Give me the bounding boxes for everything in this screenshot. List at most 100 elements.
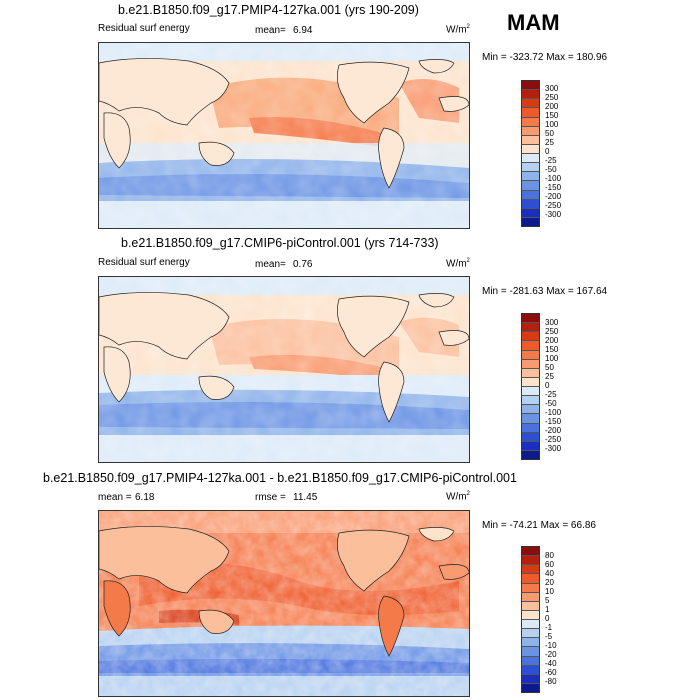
panel1-cbar-label-1: 250 [545,93,559,102]
panel2-cbar-label-3: 150 [545,345,559,354]
panel2-colorbar-cell [521,395,540,405]
panel3-cbar-label-10: -10 [545,641,557,650]
panel2-cbar-label-10: -100 [545,408,562,417]
panel2-map-svg [99,277,469,462]
panel3-cbar-label-3: 20 [545,578,554,587]
panel2-cbar-label-1: 250 [545,327,559,336]
panel3-colorbar [521,546,540,693]
panel3-colorbar-cell [521,682,540,693]
season-label: MAM [507,10,560,35]
panel2-colorbar-cell [521,440,540,451]
panel1-colorbar-cell [521,180,540,190]
panel1-land-north-america [337,61,410,124]
panel1-colorbar-cell [521,134,540,145]
panel3-map [98,510,470,697]
panel1-land [99,58,469,189]
panel3-land-eurasia [99,526,230,594]
panel3-colorbar-cell [521,637,540,647]
panel1-colorbar-cell [521,107,540,117]
panel3-mean-label: mean = [98,492,132,503]
panel3-colorbar-cell [521,582,540,593]
panel1-map-svg [99,43,469,228]
panel1-cbar-label-13: -250 [545,201,562,210]
panel1-cbar-label-7: 0 [545,147,550,156]
panel3-rmse-value: 11.45 [293,492,318,503]
panel2-cbar-label-2: 200 [545,336,559,345]
panel1-land-eurasia [99,58,230,126]
panel2-land-australia [198,375,235,400]
panel3-colorbar-cell [521,555,540,565]
panel2-mean-value: 0.76 [293,259,313,270]
panel2-land-south-america [378,361,405,423]
panel2-mean-label: mean= [255,259,286,270]
panel1-cbar-label-8: -25 [545,156,557,165]
panel3-map-svg [99,511,469,696]
panel1-land-greenland [418,59,455,74]
panel2-colorbar-cell [521,376,540,387]
panel3-colorbar-cell [521,609,540,620]
panel3-colorbar-cell [521,655,540,666]
panel3-colorbar-cell [521,619,540,629]
panel3-cbar-label-6: 1 [545,605,550,614]
panel3-colorbar-cell [521,664,540,675]
panel3-cbar-label-11: -20 [545,650,557,659]
panel2-cbar-label-4: 100 [545,354,559,363]
panel3-land-africa [103,580,131,637]
panel1-cbar-label-3: 150 [545,111,559,120]
panel1-colorbar-cell [521,162,540,172]
panel3-land-europe [438,564,469,580]
panel3-land-greenland [418,527,455,542]
panel1-variable-label: Residual surf energy [98,23,190,34]
panel2-cbar-label-7: 0 [545,381,550,390]
panel3-cbar-label-5: 5 [545,596,550,605]
panel2-colorbar-cell [521,340,540,350]
panel3-land-north-america [337,529,410,592]
panel3-title: b.e21.B1850.f09_g17.PMIP4-127ka.001 - b.… [43,471,517,485]
panel2-colorbar-cell [521,313,540,323]
panel3-cbar-label-2: 40 [545,569,554,578]
panel2-land-africa [103,346,131,403]
panel2-land-north-america [337,295,410,358]
panel1-colorbar-cell [521,198,540,209]
panel1-land-south-america [378,127,405,189]
panel3-colorbar-cell [521,591,540,602]
panel2-cbar-label-12: -200 [545,426,562,435]
panel1-colorbar-cell [521,189,540,200]
panel2-land-europe [438,330,469,346]
panel2-colorbar-cell [521,367,540,378]
panel3-units: W/m2 [446,491,470,503]
panel1-colorbar-cell [521,80,540,90]
panel2-cbar-label-9: -50 [545,399,557,408]
panel3-cbar-label-9: -5 [545,632,553,641]
panel1-cbar-label-2: 200 [545,102,559,111]
panel2-colorbar [521,313,540,460]
panel1-cbar-label-12: -200 [545,192,562,201]
panel3-colorbar-cell [521,628,540,638]
panel1-cbar-label-11: -150 [545,183,562,192]
panel3-colorbar-cell [521,600,540,611]
panel2-colorbar-cell [521,449,540,460]
panel2-cbar-label-11: -150 [545,417,562,426]
panel3-colorbar-cell [521,673,540,684]
panel1-cbar-label-14: -300 [545,210,562,219]
panel2-colorbar-cell [521,404,540,414]
panel2-cbar-label-14: -300 [545,444,562,453]
panel2-colorbar-cell [521,431,540,442]
panel1-cbar-label-5: 50 [545,129,554,138]
panel3-cbar-label-1: 60 [545,560,554,569]
panel1-mean-label: mean= [255,25,286,36]
panel2-cbar-label-0: 300 [545,318,559,327]
panel1-colorbar-cell [521,143,540,154]
panel3-colorbar-cell [521,646,540,656]
panel2-land-eurasia [99,292,230,360]
panel2-variable-label: Residual surf energy [98,257,190,268]
panel1-land-europe [438,96,469,112]
panel3-mean-value: 6.18 [135,492,155,503]
panel2-minmax: Min = -281.63 Max = 167.64 [482,286,608,297]
panel1-minmax: Min = -323.72 Max = 180.96 [482,52,608,63]
panel2-cbar-label-8: -25 [545,390,557,399]
panel1-colorbar-cell [521,116,540,127]
panel3-cbar-label-4: 10 [545,587,554,596]
panel1-colorbar-cell [521,125,540,136]
panel1-cbar-label-6: 25 [545,138,554,147]
